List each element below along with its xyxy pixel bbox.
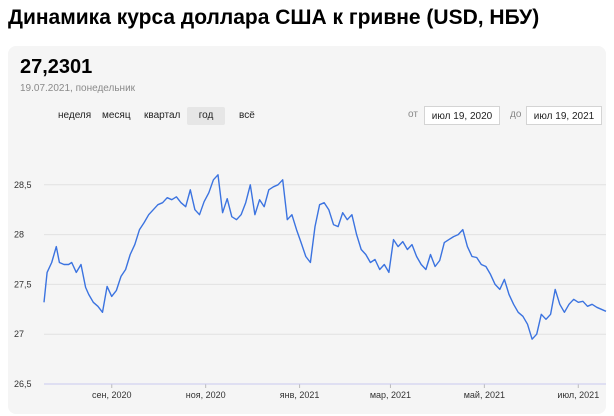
y-tick-label: 27,5 [14,279,32,289]
range-to-label: до [510,109,522,120]
x-axis-ticks: сен, 2020 ноя, 2020 янв, 2021 мар, 2021 май,… [92,384,599,400]
y-tick-label: 28 [14,230,24,240]
x-tick-label: янв, 2021 [280,390,320,400]
current-rate-date: 19.07.2021, понедельник [20,83,136,94]
y-tick-label: 27 [14,329,24,339]
period-month-button[interactable]: месяц [102,110,131,121]
period-all-button[interactable]: всё [239,110,255,121]
range-from-input[interactable]: июл 19, 2020 [424,106,500,125]
period-quarter-button[interactable]: квартал [144,110,181,121]
period-year-button[interactable]: год [187,107,225,125]
x-tick-label: сен, 2020 [92,390,132,400]
x-tick-label: мар, 2021 [370,390,411,400]
period-week-button[interactable]: неделя [58,110,92,121]
x-tick-label: ноя, 2020 [186,390,226,400]
y-axis-ticks: 26,5 27 27,5 28 28,5 [14,180,32,389]
y-tick-label: 28,5 [14,180,32,190]
x-tick-label: июл, 2021 [557,390,599,400]
series-line-usd-uah [43,174,607,340]
y-tick-label: 26,5 [14,379,32,389]
page-title: Динамика курса доллара США к гривне (USD… [8,6,540,29]
range-to-input[interactable]: июл 19, 2021 [526,106,602,125]
chart-card: 27,2301 19.07.2021, понедельник неделя м… [8,46,606,414]
range-from-label: от [408,109,418,120]
x-tick-label: май, 2021 [464,390,505,400]
current-rate-value: 27,2301 [20,56,93,78]
